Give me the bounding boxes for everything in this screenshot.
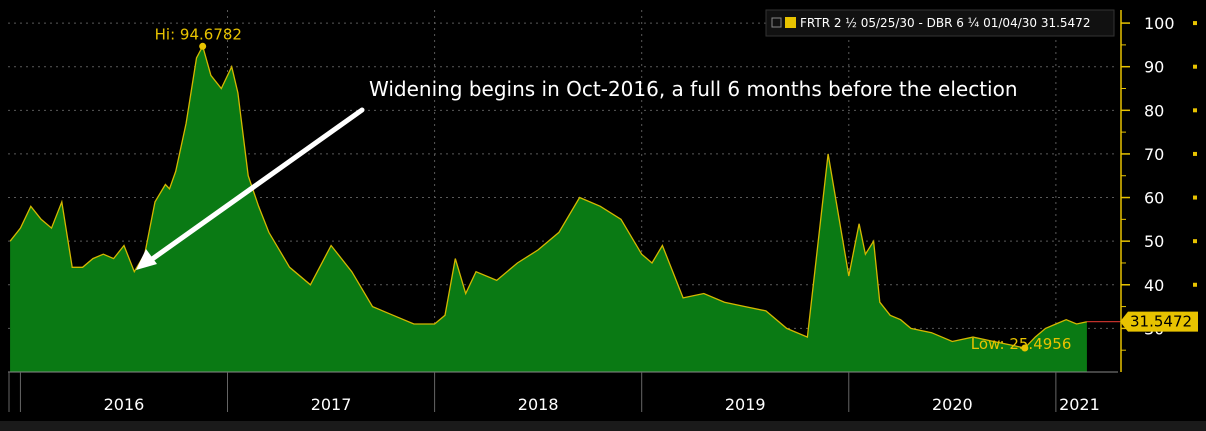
annotation-arrow-shaft <box>145 107 365 265</box>
legend-label: FRTR 2 ½ 05/25/30 - DBR 6 ¼ 01/04/30 31.… <box>800 16 1090 30</box>
annotation-text: Widening begins in Oct-2016, a full 6 mo… <box>369 77 1018 101</box>
y-edge-marker <box>1193 64 1197 69</box>
x-axis: 2016 2017 2018 2019 2020 2021 <box>8 371 1118 414</box>
y-tick-label: 100 <box>1144 14 1175 33</box>
annotation-arrow-head <box>136 249 157 270</box>
y-edge-marker <box>1193 282 1197 287</box>
x-tick-label: 2019 <box>725 395 766 414</box>
x-tick-label: 2021 <box>1059 395 1100 414</box>
y-edge-marker <box>1193 108 1197 113</box>
y-tick-label: 60 <box>1144 189 1164 208</box>
legend-box <box>765 9 1115 37</box>
y-edge-marker <box>1193 239 1197 244</box>
bottom-strip <box>0 421 1206 431</box>
legend-swatch <box>785 17 796 28</box>
x-tick-label: 2016 <box>104 395 145 414</box>
y-edge-marker <box>1193 21 1197 26</box>
x-tick-label: 2018 <box>518 395 559 414</box>
y-tick-label: 70 <box>1144 145 1164 164</box>
low-marker <box>1021 344 1029 352</box>
y-tick-label: 80 <box>1144 101 1164 120</box>
series-area <box>10 46 1087 372</box>
y-tick-label: 40 <box>1144 276 1164 295</box>
y-edge-marker <box>1193 195 1197 200</box>
legend-collapse-icon[interactable] <box>771 17 782 28</box>
x-tick-label: 2020 <box>932 395 973 414</box>
low-label: Low: 25.4956 <box>971 335 1072 353</box>
high-label: Hi: 94.6782 <box>155 25 242 43</box>
high-marker <box>199 42 207 50</box>
legend: FRTR 2 ½ 05/25/30 - DBR 6 ¼ 01/04/30 31.… <box>765 9 1115 37</box>
y-tick-label: 50 <box>1144 232 1164 251</box>
last-value-label: 31.5472 <box>1130 313 1192 331</box>
x-tick-label: 2017 <box>311 395 352 414</box>
y-tick-label: 90 <box>1144 58 1164 77</box>
y-edge-marker <box>1193 151 1197 156</box>
last-value-tag <box>1120 311 1198 332</box>
